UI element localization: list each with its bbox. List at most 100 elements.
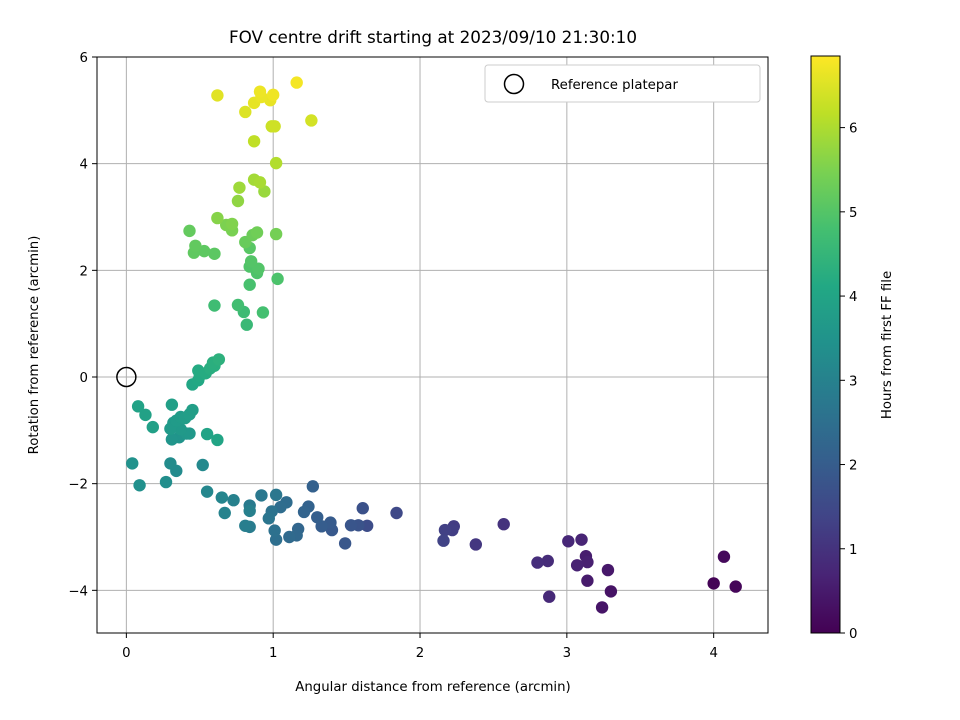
data-point bbox=[271, 272, 284, 286]
data-point bbox=[531, 556, 544, 569]
data-point bbox=[601, 563, 615, 577]
data-point bbox=[575, 533, 588, 546]
data-point bbox=[227, 494, 240, 507]
data-point bbox=[211, 89, 224, 102]
legend: Reference platepar bbox=[484, 64, 761, 103]
data-point bbox=[186, 403, 199, 417]
colorbar-tick-label: 5 bbox=[849, 206, 857, 221]
data-point bbox=[243, 278, 256, 291]
data-point bbox=[570, 559, 584, 572]
data-point bbox=[283, 530, 296, 544]
colorbar-tick-label: 3 bbox=[849, 374, 857, 389]
data-point bbox=[269, 488, 283, 502]
data-point bbox=[133, 479, 146, 492]
colorbar-ticks: 0 1 2 3 4 5 6 bbox=[840, 122, 857, 642]
data-point bbox=[311, 511, 324, 524]
data-point bbox=[159, 475, 173, 489]
colorbar-gradient bbox=[810, 55, 841, 634]
y-tick-label: 4 bbox=[80, 158, 88, 173]
data-point bbox=[717, 550, 731, 563]
legend-marker bbox=[503, 73, 525, 95]
data-point bbox=[146, 420, 159, 434]
colorbar-tick-label: 0 bbox=[849, 627, 857, 642]
x-tick-label: 2 bbox=[416, 646, 424, 661]
y-tick-label: −4 bbox=[68, 584, 88, 599]
data-point bbox=[131, 400, 145, 413]
data-point bbox=[211, 211, 224, 225]
data-point bbox=[208, 247, 221, 260]
data-point bbox=[469, 538, 483, 551]
data-point bbox=[305, 114, 318, 127]
data-point bbox=[233, 181, 246, 194]
data-point bbox=[196, 458, 209, 472]
legend-label: Reference platepar bbox=[551, 78, 678, 93]
y-tick-label: 2 bbox=[80, 264, 88, 279]
data-point bbox=[541, 554, 554, 568]
data-point bbox=[360, 519, 374, 532]
y-axis-ticks: −4 −2 0 2 4 6 bbox=[68, 51, 97, 599]
data-point bbox=[183, 224, 196, 238]
data-point bbox=[262, 512, 275, 525]
data-point bbox=[189, 239, 202, 252]
x-tick-label: 4 bbox=[709, 646, 717, 661]
data-point bbox=[243, 504, 256, 518]
data-point bbox=[255, 489, 268, 502]
data-point bbox=[240, 318, 253, 331]
x-tick-label: 3 bbox=[563, 646, 571, 661]
y-tick-label: 6 bbox=[80, 51, 88, 66]
data-point bbox=[200, 485, 214, 498]
data-point bbox=[562, 535, 575, 548]
reference-marker bbox=[116, 366, 137, 388]
y-tick-label: 0 bbox=[80, 371, 88, 386]
data-point bbox=[253, 85, 267, 98]
data-point bbox=[344, 519, 358, 532]
data-point bbox=[268, 524, 281, 537]
colorbar-tick-label: 4 bbox=[849, 290, 857, 305]
data-point bbox=[239, 105, 252, 119]
colorbar: 0 1 2 3 4 5 6 Hours from first FF file bbox=[810, 55, 895, 642]
data-point bbox=[253, 176, 267, 189]
data-point bbox=[208, 299, 221, 312]
grid bbox=[97, 56, 768, 633]
data-point bbox=[390, 506, 403, 520]
data-point bbox=[595, 601, 609, 614]
x-axis-ticks: 0 1 2 3 4 bbox=[122, 633, 718, 661]
plot-frame bbox=[96, 56, 769, 634]
data-point bbox=[338, 537, 352, 550]
data-point bbox=[729, 580, 742, 593]
colorbar-label: Hours from first FF file bbox=[880, 271, 895, 419]
y-axis-label: Rotation from reference (arcmin) bbox=[27, 236, 42, 455]
data-point bbox=[247, 135, 261, 148]
data-point bbox=[218, 506, 231, 520]
data-points bbox=[126, 76, 742, 614]
data-point bbox=[437, 534, 450, 547]
data-point bbox=[165, 398, 179, 411]
data-point bbox=[164, 457, 177, 470]
data-point bbox=[438, 523, 452, 537]
x-axis-label: Angular distance from reference (arcmin) bbox=[295, 680, 570, 695]
legend-box bbox=[484, 64, 761, 103]
data-point bbox=[707, 577, 720, 590]
data-point bbox=[356, 502, 369, 515]
x-tick-label: 1 bbox=[269, 646, 277, 661]
data-point bbox=[256, 306, 270, 319]
data-point bbox=[231, 298, 245, 312]
data-point bbox=[165, 433, 179, 446]
data-point bbox=[212, 353, 226, 366]
data-point bbox=[581, 574, 594, 587]
data-point bbox=[211, 433, 224, 447]
data-point bbox=[497, 518, 510, 531]
data-point bbox=[244, 255, 258, 268]
data-point bbox=[250, 226, 264, 239]
data-point bbox=[139, 408, 152, 422]
data-point bbox=[604, 585, 618, 598]
colorbar-tick-label: 6 bbox=[849, 122, 857, 137]
data-point bbox=[269, 156, 283, 170]
chart-title: FOV centre drift starting at 2023/09/10 … bbox=[229, 27, 637, 47]
data-point bbox=[266, 88, 280, 102]
data-point bbox=[200, 427, 214, 441]
colorbar-tick-label: 2 bbox=[849, 459, 857, 474]
data-point bbox=[297, 505, 311, 519]
x-tick-label: 0 bbox=[122, 646, 130, 661]
